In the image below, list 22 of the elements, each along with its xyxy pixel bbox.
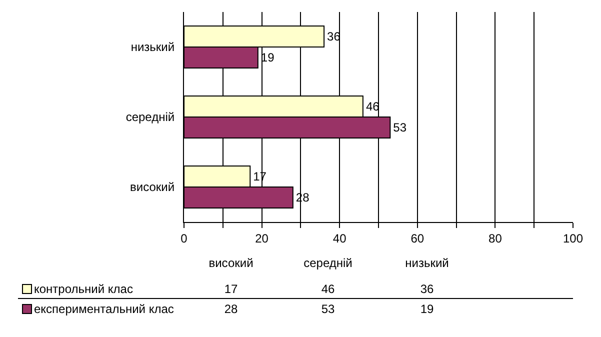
x-tick-label: 100 bbox=[562, 231, 584, 246]
data-label: 53 bbox=[321, 302, 335, 316]
x-tick-label: 40 bbox=[332, 231, 347, 246]
y-tick-label: високий bbox=[130, 180, 175, 194]
x-tick-label: 80 bbox=[488, 231, 502, 246]
data-label: 17 bbox=[224, 282, 238, 296]
category-label: низький bbox=[405, 256, 449, 270]
y-tick-label: низький bbox=[130, 40, 175, 54]
data-label: 19 bbox=[260, 50, 275, 64]
data-label: 28 bbox=[224, 302, 238, 316]
legend-label: експериментальний клас bbox=[34, 302, 174, 316]
category-label: високий bbox=[208, 256, 254, 270]
data-label: 53 bbox=[393, 120, 407, 134]
x-tick-label: 0 bbox=[180, 231, 188, 246]
data-label: 36 bbox=[420, 282, 434, 296]
category-label: середній bbox=[304, 256, 352, 270]
y-tick-label: середній bbox=[126, 110, 175, 124]
legend-label: контрольний клас bbox=[34, 282, 133, 296]
data-label: 46 bbox=[321, 282, 335, 296]
data-label: 19 bbox=[420, 302, 434, 316]
x-tick-label: 60 bbox=[410, 231, 424, 246]
x-tick-label: 20 bbox=[255, 231, 269, 246]
